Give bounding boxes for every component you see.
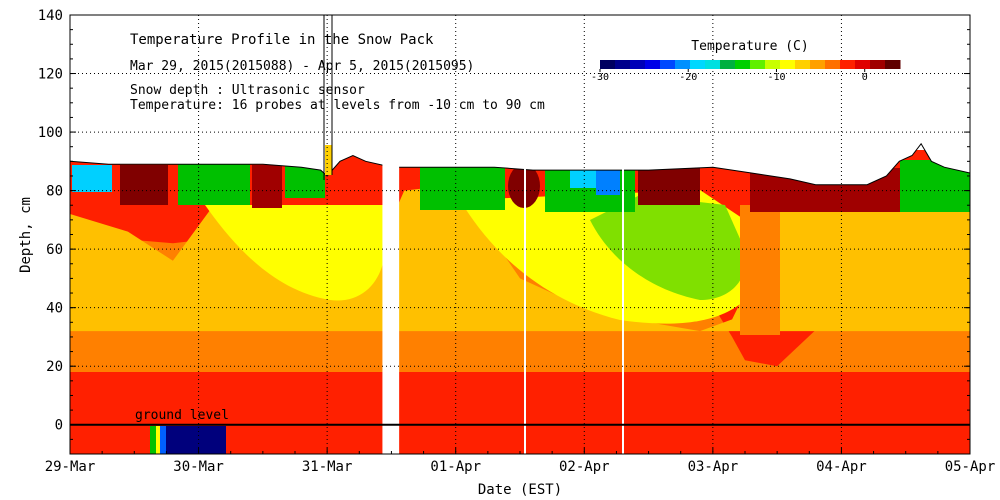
frozen-ground-stripe (156, 426, 160, 454)
colorbar-swatch (675, 60, 691, 69)
y-tick-label: 140 (38, 8, 63, 24)
x-tick-label: 03-Apr (688, 459, 739, 475)
colorbar: -30 -20 -10 0 (591, 60, 901, 83)
x-tick-label: 05-Apr (945, 459, 996, 475)
y-axis: 0 20 40 60 80 100 120 140 (38, 8, 970, 455)
colorbar-swatch (705, 60, 721, 69)
y-tick-label: 60 (46, 242, 63, 258)
colorbar-tick-label: -10 (767, 72, 785, 83)
y-tick-label: 120 (38, 67, 63, 83)
colorbar-swatch (825, 60, 841, 69)
colorbar-swatch (600, 60, 616, 69)
colorbar-swatch (615, 60, 631, 69)
colorbar-tick-label: 0 (862, 72, 868, 83)
probe-gap-line (622, 150, 624, 454)
temperature-heatmap (70, 15, 970, 454)
x-tick-label: 01-Apr (430, 459, 481, 475)
frozen-ground-block (166, 426, 226, 454)
chart-subtitle: Mar 29, 2015(2015088) - Apr 5, 2015(2015… (130, 59, 474, 74)
frozen-ground-stripe (160, 426, 166, 454)
surface-warm-patch-d (638, 168, 700, 205)
colorbar-swatch (690, 60, 706, 69)
colorbar-swatch (735, 60, 751, 69)
colorbar-swatch (885, 60, 901, 69)
colorbar-tick-label: -20 (679, 72, 697, 83)
probe-gap-line (524, 150, 526, 454)
colorbar-tick-label: -30 (591, 72, 609, 83)
surface-cold-patch-c (570, 168, 596, 188)
colorbar-swatch (630, 60, 646, 69)
x-tick-label: 04-Apr (816, 459, 867, 475)
colorbar-swatch (855, 60, 871, 69)
colorbar-swatch (795, 60, 811, 69)
colorbar-swatch (810, 60, 826, 69)
colorbar-swatch (870, 60, 886, 69)
data-gap-1 (382, 146, 400, 454)
sensor-spike (325, 145, 332, 175)
x-axis: 29-Mar 30-Mar 31-Mar 01-Apr 02-Apr 03-Apr 04-A… (45, 448, 996, 475)
green-core-day3 (590, 195, 746, 300)
y-tick-label: 0 (55, 418, 63, 434)
ground-level-cold-block (150, 426, 226, 454)
annotation-line-2: Temperature: 16 probes at levels from -1… (130, 98, 545, 113)
x-axis-title: Date (EST) (478, 482, 562, 498)
colorbar-swatch (720, 60, 736, 69)
colorbar-swatch (840, 60, 856, 69)
y-tick-label: 40 (46, 301, 63, 317)
x-tick-label: 29-Mar (45, 459, 96, 475)
colorbar-swatch (660, 60, 676, 69)
y-tick-label: 100 (38, 125, 63, 141)
colorbar-title: Temperature (C) (691, 39, 808, 54)
y-tick-label: 20 (46, 359, 63, 375)
frozen-ground-stripe (150, 426, 156, 454)
surface-green-patch-c (420, 165, 505, 210)
annotation-line-1: Snow depth : Ultrasonic sensor (130, 83, 365, 98)
surface-green-patch-a (178, 163, 250, 205)
x-tick-label: 30-Mar (173, 459, 224, 475)
y-axis-title: Depth, cm (18, 197, 34, 273)
above-snow-mask (70, 15, 970, 185)
y-tick-label: 80 (46, 184, 63, 200)
ground-level-label: ground level (135, 408, 229, 423)
surface-green-patch-e (900, 160, 970, 212)
surface-green-patch-b (285, 162, 325, 198)
surface-warm-patch-c (252, 165, 282, 208)
orange-mid-day4 (740, 205, 780, 335)
yellow-core-day1 (205, 205, 386, 301)
chart-title: Temperature Profile in the Snow Pack (130, 32, 434, 48)
x-tick-label: 02-Apr (559, 459, 610, 475)
surface-cold-patch-b (596, 168, 620, 195)
colorbar-swatch (765, 60, 781, 69)
surface-warm-patch-b (120, 165, 168, 205)
colorbar-swatch (645, 60, 661, 69)
snow-depth-line (70, 142, 970, 186)
colorbar-swatch (750, 60, 766, 69)
colorbar-swatch (780, 60, 796, 69)
x-tick-label: 31-Mar (302, 459, 353, 475)
surface-cold-patch-a (72, 165, 112, 192)
